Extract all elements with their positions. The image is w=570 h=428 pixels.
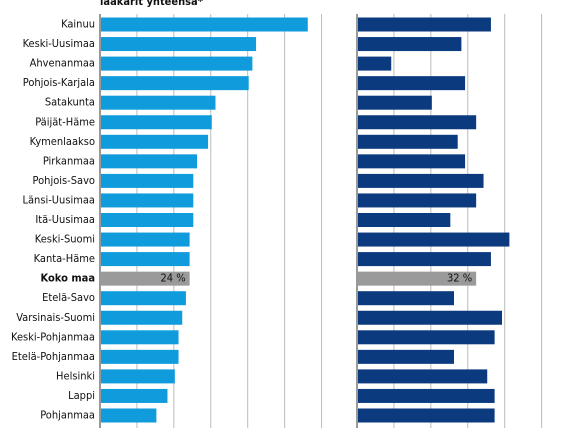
bar <box>101 37 257 52</box>
bar <box>358 291 454 306</box>
bar <box>358 252 491 267</box>
bar <box>101 95 216 110</box>
category-label: Kanta-Häme <box>34 252 95 265</box>
bar <box>101 349 179 364</box>
bar <box>101 56 253 71</box>
bar <box>358 17 491 32</box>
category-label: Keski-Pohjanmaa <box>11 330 95 343</box>
category-label: Pohjois-Karjala <box>23 76 95 89</box>
bar <box>101 134 209 149</box>
bar <box>101 193 194 208</box>
bar <box>358 349 454 364</box>
bar <box>101 154 197 169</box>
bar <box>358 330 495 345</box>
bar <box>101 369 175 384</box>
bar <box>101 173 194 188</box>
bar <box>358 173 484 188</box>
bar <box>101 76 249 91</box>
value-label: 32 % <box>447 272 472 285</box>
bar <box>101 310 183 325</box>
category-label: Keski-Uusimaa <box>23 37 95 50</box>
value-label: 24 % <box>160 272 185 285</box>
category-label: Pohjanmaa <box>40 409 95 422</box>
category-label: Lappi <box>68 389 95 402</box>
category-label: Keski-Suomi <box>35 233 95 246</box>
category-label: Helsinki <box>56 369 95 382</box>
category-label: Pirkanmaa <box>43 154 95 167</box>
bar <box>101 17 308 32</box>
category-label: Kymenlaakso <box>30 135 95 148</box>
bar <box>101 232 190 247</box>
bar <box>101 115 212 130</box>
bar <box>358 154 466 169</box>
category-label: Satakunta <box>45 96 95 109</box>
bar <box>358 56 392 71</box>
bar <box>358 95 432 110</box>
bar <box>358 115 477 130</box>
bar <box>101 252 190 267</box>
bar <box>358 232 510 247</box>
bar <box>358 369 488 384</box>
bar <box>358 408 495 423</box>
bar <box>101 291 186 306</box>
bar <box>358 388 495 403</box>
bar <box>101 388 168 403</box>
category-label: Itä-Uusimaa <box>35 213 95 226</box>
category-label: Päijät-Häme <box>35 115 95 128</box>
bar <box>101 271 190 286</box>
bar <box>101 330 179 345</box>
category-label: Koko maa <box>41 272 95 285</box>
category-label: Ahvenanmaa <box>30 57 95 70</box>
chart-title: lääkärit yhteensä* <box>100 0 203 8</box>
bar <box>358 76 466 91</box>
category-label: Pohjois-Savo <box>33 174 95 187</box>
bar <box>101 213 194 227</box>
bar <box>358 271 477 286</box>
category-label: Etelä-Savo <box>42 291 95 304</box>
category-label: Varsinais-Suomi <box>16 311 95 324</box>
bar <box>101 408 157 423</box>
category-label: Länsi-Uusimaa <box>22 193 95 206</box>
bar <box>358 193 477 208</box>
bar <box>358 310 502 325</box>
category-label: Etelä-Pohjanmaa <box>12 350 95 363</box>
bar <box>358 37 462 52</box>
bar <box>358 213 451 227</box>
category-label: Kainuu <box>61 18 95 31</box>
bar <box>358 134 458 149</box>
